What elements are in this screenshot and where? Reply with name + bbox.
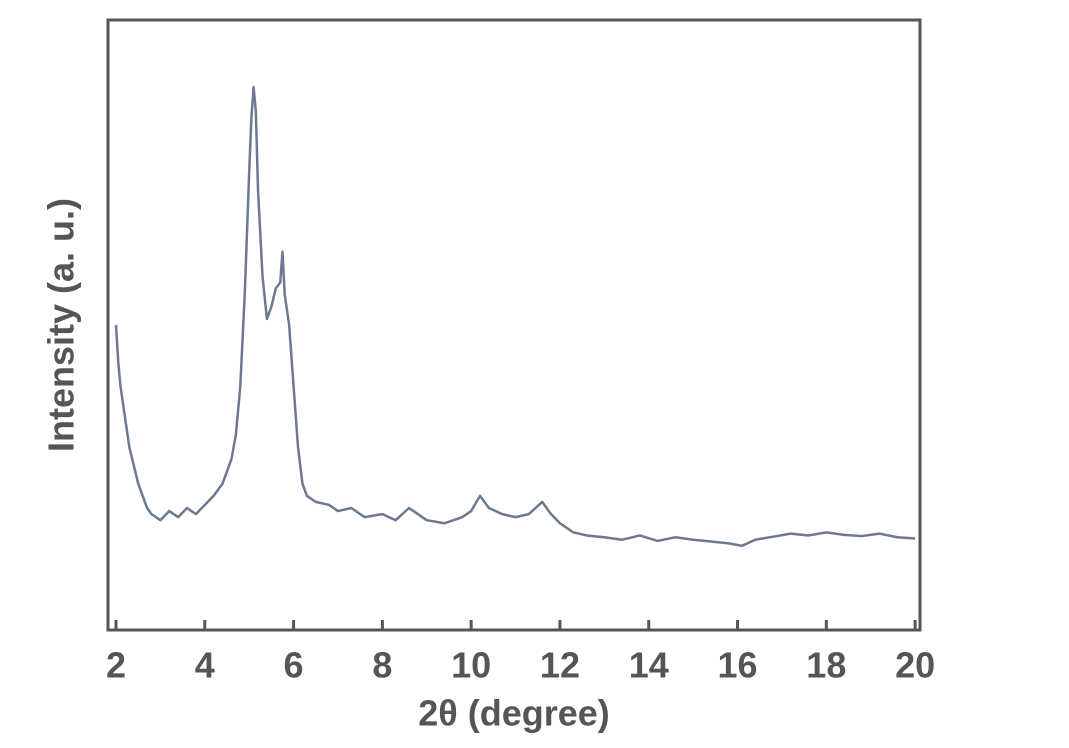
x-tick-label: 6: [284, 645, 304, 686]
plot-frame: [106, 18, 922, 632]
x-tick-label: 8: [372, 645, 392, 686]
xrd-pattern: [114, 85, 916, 548]
x-tick-label: 14: [629, 645, 669, 686]
x-tick-label: 20: [895, 645, 935, 686]
x-tick-label: 2: [106, 645, 126, 686]
x-tick-label: 4: [195, 645, 215, 686]
x-tick-label: 10: [451, 645, 491, 686]
x-tick-label: 12: [540, 645, 580, 686]
y-axis-label: Intensity (a. u.): [41, 198, 82, 452]
x-tick-label: 16: [718, 645, 758, 686]
x-axis-label: 2θ (degree): [418, 693, 610, 734]
x-tick-label: 18: [806, 645, 846, 686]
